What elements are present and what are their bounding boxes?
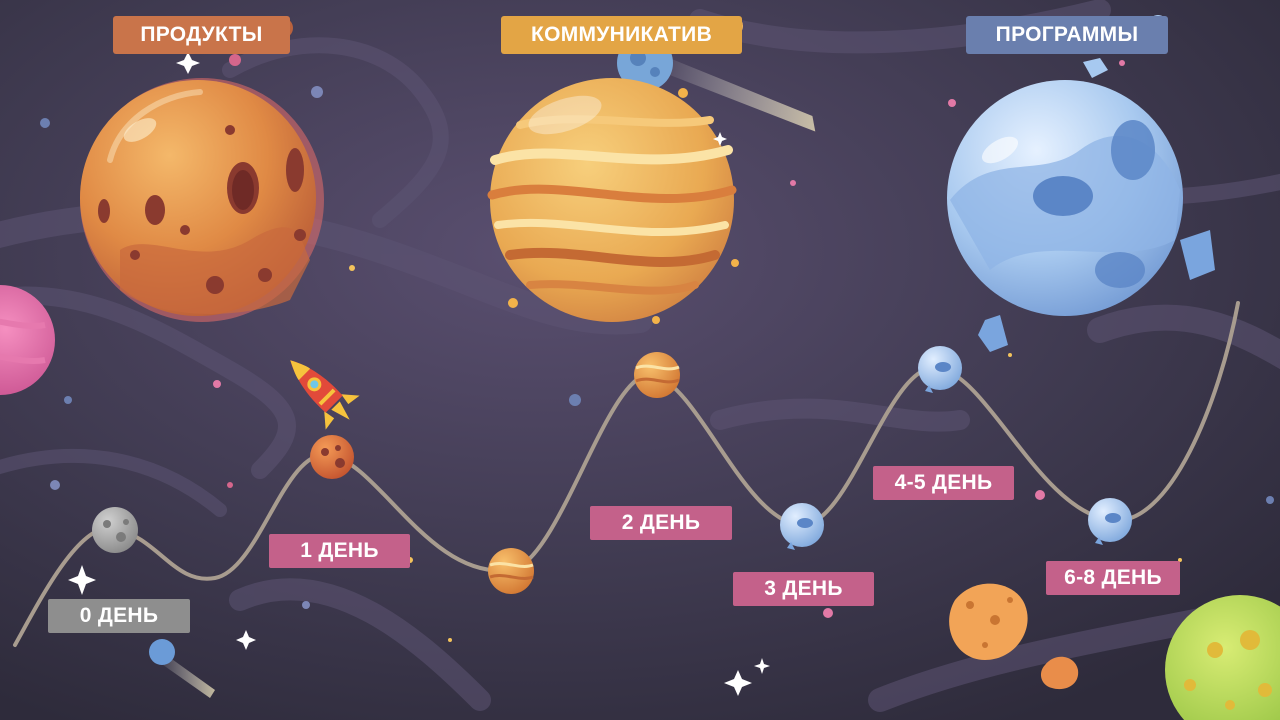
category-tag-programs: ПРОГРАММЫ — [966, 16, 1168, 54]
category-tag-communicative: КОММУНИКАТИВ — [501, 16, 742, 54]
milestone-ice-day3 — [780, 503, 824, 550]
mars-planet — [80, 78, 324, 322]
milestone-ice-day68 — [1088, 498, 1132, 545]
day-label-1: 1 ДЕНЬ — [269, 534, 410, 568]
day-label-3: 3 ДЕНЬ — [733, 572, 874, 606]
ice-planet — [947, 58, 1215, 352]
day-label-0: 0 ДЕНЬ — [48, 599, 190, 633]
background-dots — [40, 54, 1274, 642]
asteroids — [949, 583, 1079, 690]
milestone-planets — [92, 346, 1132, 594]
road-path — [13, 301, 1240, 647]
day-label-6-8: 6-8 ДЕНЬ — [1046, 561, 1180, 595]
green-planet — [1165, 595, 1280, 720]
milestone-jupiter-a — [488, 548, 534, 594]
day-label-4-5: 4-5 ДЕНЬ — [873, 466, 1014, 500]
milestone-jupiter-day2 — [634, 352, 680, 398]
comet-bottom — [149, 639, 215, 698]
category-tag-products: ПРОДУКТЫ — [113, 16, 290, 54]
milestone-moon-day0 — [92, 507, 138, 553]
milestone-ice-day45 — [918, 346, 962, 393]
jupiter-planet — [487, 78, 739, 324]
milestone-mars-day1 — [310, 435, 354, 479]
rocket-icon — [290, 360, 360, 430]
day-label-2: 2 ДЕНЬ — [590, 506, 732, 540]
pink-planet — [0, 285, 55, 395]
sparkle-stars — [68, 52, 770, 696]
